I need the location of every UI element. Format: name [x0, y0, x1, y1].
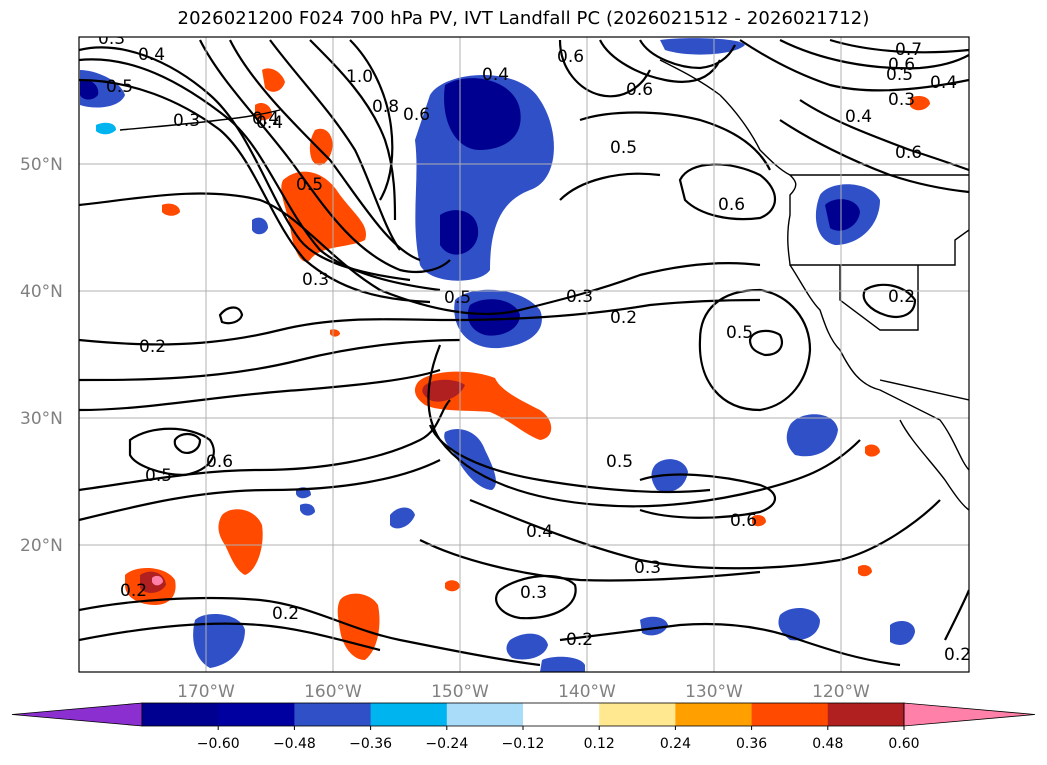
lon-label: 150°W — [431, 682, 489, 702]
contour-label: 0.4 — [526, 522, 553, 542]
colorbar-tick-label: 0.24 — [660, 736, 691, 752]
colorbar-segment — [370, 703, 448, 726]
contour-label: 0.5 — [606, 452, 633, 472]
colorbar-tick-label: −0.48 — [273, 736, 316, 752]
contour-label: 0.6 — [718, 195, 745, 215]
contour-label: 0.4 — [138, 45, 165, 65]
lat-label: 50°N — [20, 155, 63, 175]
contour-label: 0.4 — [845, 107, 872, 127]
gridlines — [79, 37, 969, 672]
contour-label: 0.5 — [106, 77, 133, 97]
colorbar-segment — [751, 703, 829, 726]
colorbar-tick-label: 0.60 — [888, 736, 919, 752]
contour-label: 0.5 — [610, 138, 637, 158]
colorbar-extend-high — [903, 702, 1036, 727]
contour-label: 0.3 — [98, 29, 125, 49]
contour-label: 0.8 — [372, 97, 399, 117]
contour-label: 0.4 — [930, 73, 957, 93]
contour-label: 0.3 — [888, 90, 915, 110]
contour-label: 0.3 — [634, 558, 661, 578]
contour-label: 0.6 — [895, 143, 922, 163]
lon-label: 130°W — [685, 682, 743, 702]
latitude-labels: 50°N 40°N 30°N 20°N — [20, 155, 63, 556]
lat-label: 30°N — [20, 409, 63, 429]
contour-label: 0.6 — [557, 47, 584, 67]
contour-label: 0.6 — [730, 511, 757, 531]
colorbar-segment — [218, 703, 295, 726]
contour-label: 0.3 — [520, 583, 547, 603]
colorbar-extend-low — [11, 702, 143, 727]
colorbar-tick-label: −0.36 — [349, 736, 392, 752]
colorbar-segment — [446, 703, 524, 726]
colorbar-segment — [675, 703, 753, 726]
contour-label: 0.5 — [444, 288, 471, 308]
contour-label: 0.5 — [886, 65, 913, 85]
colorbar-tick-label: −0.24 — [425, 736, 468, 752]
colorbar: −0.60 −0.48 −0.36 −0.24 −0.12 0.12 0.24 0.36 0.4… — [11, 702, 1036, 752]
colorbar-tick-label: 0.36 — [736, 736, 767, 752]
coastlines — [119, 59, 969, 511]
pv-contours — [79, 38, 969, 667]
positive-pc-shading — [125, 68, 930, 660]
map-title: 2026021200 F024 700 hPa PV, IVT Landfall… — [177, 8, 870, 29]
colorbar-segment — [599, 703, 676, 726]
contour-label: 0.6 — [888, 55, 915, 75]
colorbar-segment — [294, 703, 372, 726]
colorbar-segment — [827, 703, 905, 726]
contour-label: 0.2 — [272, 604, 299, 624]
contour-label: 0.2 — [139, 337, 166, 357]
colorbar-tick-label: 0.48 — [812, 736, 843, 752]
contour-label: 0.6 — [403, 105, 430, 125]
contour-label: 0.2 — [944, 645, 971, 665]
lon-label: 120°W — [812, 682, 870, 702]
lat-label: 20°N — [20, 536, 63, 556]
contour-label: 0.2 — [566, 630, 593, 650]
contour-label: 0.6 — [206, 452, 233, 472]
contour-labels: 0.3 0.4 0.5 0.4 0.3 1.0 0.8 0.6 0.4 0.6 … — [98, 29, 971, 665]
contour-label: 0.5 — [726, 323, 753, 343]
colorbar-tick-label: −0.12 — [502, 736, 545, 752]
contour-label: 0.2 — [888, 287, 915, 307]
contour-label: 0.4 — [252, 109, 279, 129]
lon-label: 160°W — [304, 682, 362, 702]
contour-label: 0.4 — [482, 65, 509, 85]
plot-frame — [78, 36, 970, 673]
contour-label: 0.6 — [626, 80, 653, 100]
contour-label: 0.4 — [256, 113, 283, 133]
longitude-labels: 170°W 160°W 150°W 140°W 130°W 120°W — [177, 682, 870, 702]
lat-label: 40°N — [20, 282, 63, 302]
contour-label: 0.3 — [302, 270, 329, 290]
lon-label: 170°W — [177, 682, 235, 702]
colorbar-segment — [523, 703, 600, 726]
contour-label: 0.3 — [566, 287, 593, 307]
contour-label: 0.3 — [173, 111, 200, 131]
contour-label: 0.7 — [895, 40, 922, 60]
contour-label: 0.5 — [296, 175, 323, 195]
colorbar-tick-label: −0.60 — [197, 736, 240, 752]
contour-label: 1.0 — [346, 67, 373, 87]
contour-label: 0.2 — [120, 581, 147, 601]
contour-label: 0.5 — [145, 466, 172, 486]
colorbar-segment — [142, 703, 219, 726]
contour-label: 0.2 — [610, 308, 637, 328]
lon-label: 140°W — [558, 682, 616, 702]
colorbar-tick-label: 0.12 — [584, 736, 615, 752]
